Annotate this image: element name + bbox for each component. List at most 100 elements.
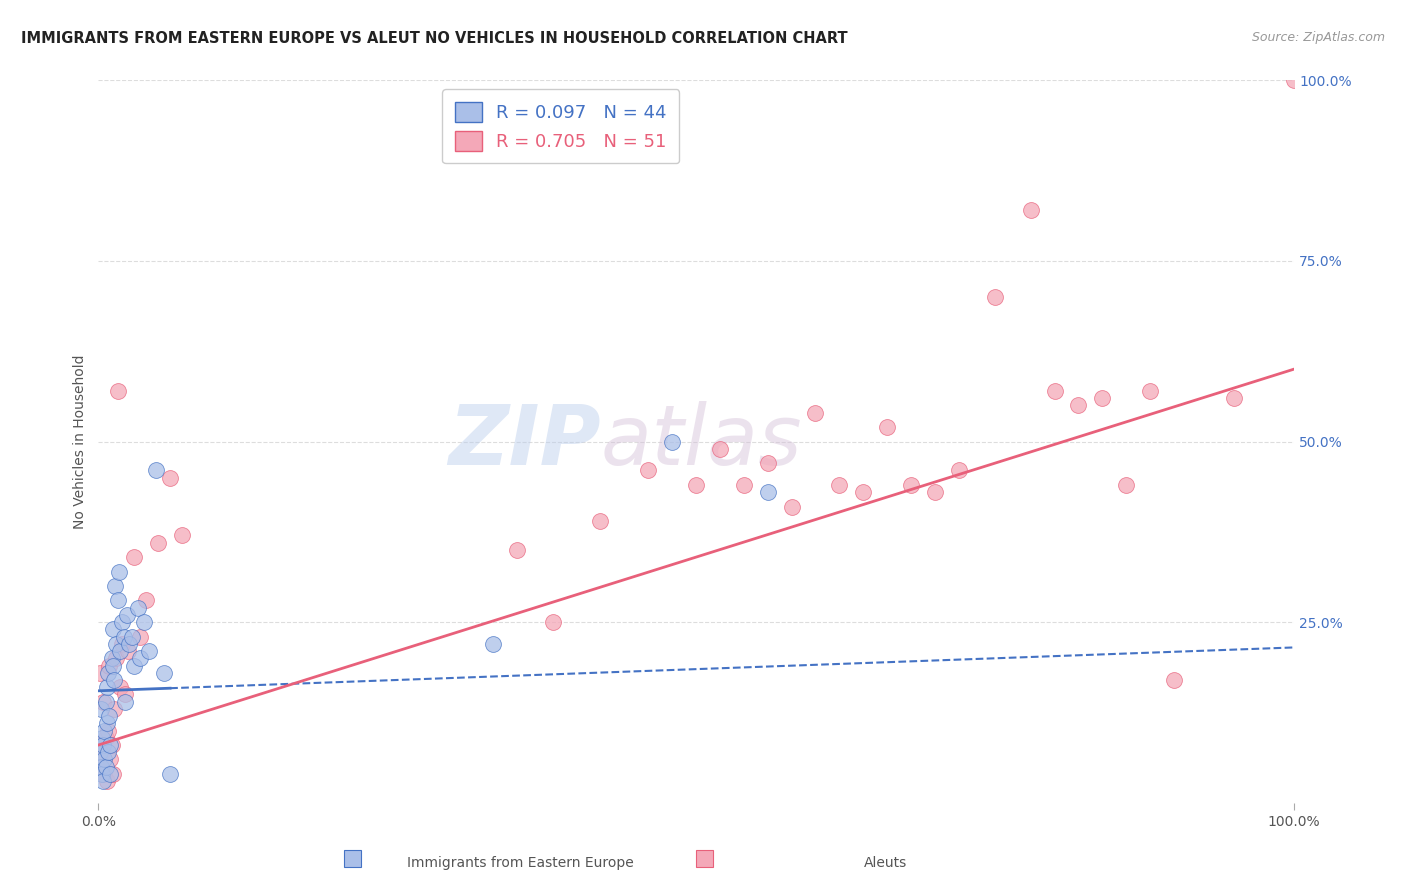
Point bbox=[96, 716, 118, 731]
Text: ZIP: ZIP bbox=[447, 401, 600, 482]
Point bbox=[132, 615, 155, 630]
Point bbox=[661, 434, 683, 449]
Point bbox=[124, 550, 146, 565]
Point bbox=[135, 593, 157, 607]
Point bbox=[91, 774, 114, 789]
Point bbox=[94, 760, 117, 774]
Point bbox=[94, 731, 117, 745]
Point bbox=[108, 644, 131, 658]
Point bbox=[1282, 73, 1305, 87]
Point bbox=[101, 658, 124, 673]
Point bbox=[112, 630, 135, 644]
Point bbox=[129, 630, 152, 644]
Point bbox=[96, 774, 118, 789]
Point bbox=[114, 695, 136, 709]
Point bbox=[118, 637, 141, 651]
Point bbox=[93, 752, 115, 766]
Point bbox=[111, 637, 134, 651]
Point bbox=[900, 478, 922, 492]
Point bbox=[541, 615, 564, 630]
Point bbox=[115, 607, 138, 622]
Point bbox=[104, 579, 127, 593]
Point bbox=[685, 478, 707, 492]
Point bbox=[90, 760, 112, 774]
Point bbox=[129, 651, 152, 665]
Point bbox=[107, 593, 129, 607]
Point bbox=[98, 709, 121, 723]
Point bbox=[148, 535, 170, 549]
Point bbox=[91, 738, 114, 752]
Text: Immigrants from Eastern Europe: Immigrants from Eastern Europe bbox=[406, 855, 634, 870]
Point bbox=[948, 463, 970, 477]
Point bbox=[98, 738, 122, 752]
Point bbox=[481, 637, 505, 651]
Point bbox=[117, 644, 139, 658]
Text: Aleuts: Aleuts bbox=[865, 855, 907, 870]
Point bbox=[828, 478, 851, 492]
Point bbox=[103, 673, 125, 687]
Point bbox=[709, 442, 731, 456]
Point bbox=[1139, 384, 1161, 398]
Point bbox=[97, 745, 120, 759]
Point bbox=[107, 565, 129, 579]
Point bbox=[1043, 384, 1066, 398]
Point bbox=[852, 485, 875, 500]
Point bbox=[100, 738, 122, 752]
Point bbox=[733, 478, 755, 492]
Point bbox=[97, 665, 120, 680]
Point bbox=[91, 745, 114, 759]
Point bbox=[1223, 391, 1246, 405]
Point bbox=[984, 290, 1007, 304]
Point bbox=[98, 658, 121, 673]
Point bbox=[138, 644, 160, 658]
Point bbox=[153, 665, 176, 680]
Point bbox=[876, 420, 898, 434]
Point bbox=[91, 731, 114, 745]
Point bbox=[107, 384, 129, 398]
Y-axis label: No Vehicles in Household: No Vehicles in Household bbox=[73, 354, 87, 529]
Point bbox=[172, 528, 194, 542]
Point bbox=[756, 485, 779, 500]
Point bbox=[98, 767, 122, 781]
Point bbox=[103, 702, 125, 716]
Point bbox=[159, 767, 181, 781]
Text: atlas: atlas bbox=[600, 401, 801, 482]
Point bbox=[94, 695, 117, 709]
Point bbox=[804, 406, 827, 420]
Text: IMMIGRANTS FROM EASTERN EUROPE VS ALEUT NO VEHICLES IN HOUSEHOLD CORRELATION CHA: IMMIGRANTS FROM EASTERN EUROPE VS ALEUT … bbox=[21, 31, 848, 46]
Point bbox=[114, 687, 136, 701]
Point bbox=[111, 615, 134, 630]
Point bbox=[89, 665, 111, 680]
Point bbox=[90, 702, 112, 716]
Point bbox=[589, 514, 612, 528]
Point bbox=[91, 695, 114, 709]
Point bbox=[121, 630, 143, 644]
Point bbox=[756, 456, 779, 470]
Point bbox=[780, 500, 803, 514]
Point bbox=[127, 600, 149, 615]
Point bbox=[100, 651, 122, 665]
Point bbox=[924, 485, 946, 500]
Point bbox=[91, 767, 114, 781]
Point bbox=[124, 658, 146, 673]
Point bbox=[97, 723, 120, 738]
Point bbox=[145, 463, 167, 477]
Point bbox=[1067, 398, 1090, 412]
Point bbox=[506, 542, 529, 557]
Point bbox=[98, 752, 122, 766]
Point bbox=[1115, 478, 1137, 492]
Point bbox=[101, 623, 124, 637]
Point bbox=[96, 680, 118, 694]
Point bbox=[1019, 203, 1042, 218]
Point bbox=[159, 471, 181, 485]
Point bbox=[637, 463, 659, 477]
Point bbox=[1163, 673, 1185, 687]
Legend: R = 0.097   N = 44, R = 0.705   N = 51: R = 0.097 N = 44, R = 0.705 N = 51 bbox=[441, 89, 679, 163]
Point bbox=[93, 723, 115, 738]
Point bbox=[90, 760, 112, 774]
Text: Source: ZipAtlas.com: Source: ZipAtlas.com bbox=[1251, 31, 1385, 45]
Point bbox=[105, 637, 128, 651]
Point bbox=[1091, 391, 1114, 405]
Point bbox=[89, 745, 111, 759]
Point bbox=[101, 767, 124, 781]
